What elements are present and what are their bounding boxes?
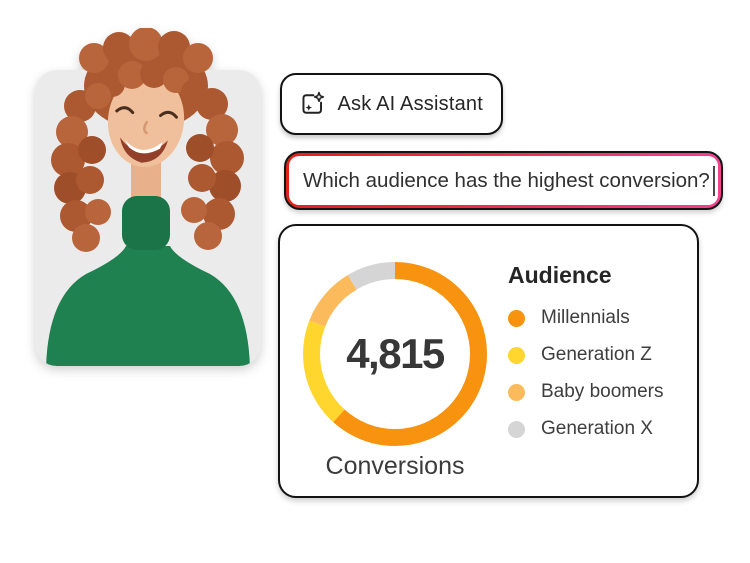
- legend-label: Generation Z: [541, 344, 652, 365]
- smile: [120, 137, 168, 163]
- sweater: [46, 246, 250, 366]
- query-input-border: Which audience has the highest conversio…: [284, 151, 723, 210]
- query-input-value: Which audience has the highest conversio…: [303, 168, 710, 192]
- legend-dot: [508, 346, 525, 364]
- legend-label: Generation X: [541, 418, 653, 439]
- legend-dot: [508, 420, 525, 438]
- legend-label: Baby boomers: [541, 381, 664, 402]
- hair: [51, 27, 244, 252]
- photo-woman-curly-red-hair: [34, 27, 262, 368]
- legend-item-generation-z: Generation Z: [508, 344, 664, 366]
- donut-center-label: Conversions: [325, 452, 465, 480]
- donut-chart: 4,815: [300, 259, 490, 449]
- legend-item-generation-x: Generation X: [508, 418, 664, 440]
- ai-sparkle-icon: [302, 91, 325, 114]
- query-input[interactable]: Which audience has the highest conversio…: [289, 156, 718, 205]
- right-eye: [159, 110, 178, 119]
- woman-illustration: [35, 27, 261, 366]
- face: [107, 73, 185, 167]
- legend-dot: [508, 383, 525, 401]
- legend-title: Audience: [508, 262, 612, 288]
- legend-item-baby-boomers: Baby boomers: [508, 381, 664, 403]
- hair-bangs: [85, 60, 207, 109]
- donut-center-value: 4,815: [346, 330, 445, 377]
- donut-segment-generation-z: [303, 262, 487, 446]
- legend-items: Millennials Generation Z Baby boomers Gener…: [508, 307, 664, 440]
- nose: [143, 120, 149, 135]
- ask-ai-assistant-label: Ask AI Assistant: [337, 92, 483, 115]
- donut-svg: [303, 262, 487, 446]
- turtleneck-collar: [122, 196, 170, 250]
- text-cursor: [712, 165, 715, 196]
- legend-label: Millennials: [541, 307, 630, 328]
- legend-item-millennials: Millennials: [508, 307, 664, 329]
- legend-dot: [508, 309, 525, 327]
- conversions-chart-card: 4,815 Conversions Audience Millennials Ge…: [278, 224, 699, 498]
- ask-ai-assistant-button[interactable]: Ask AI Assistant: [280, 73, 503, 135]
- chart-legend: Audience Millennials Generation Z Baby boo…: [508, 262, 664, 440]
- donut-segments: [303, 262, 487, 446]
- teeth: [124, 139, 163, 154]
- left-eye: [115, 106, 135, 115]
- donut-segment-generation-x: [303, 262, 487, 446]
